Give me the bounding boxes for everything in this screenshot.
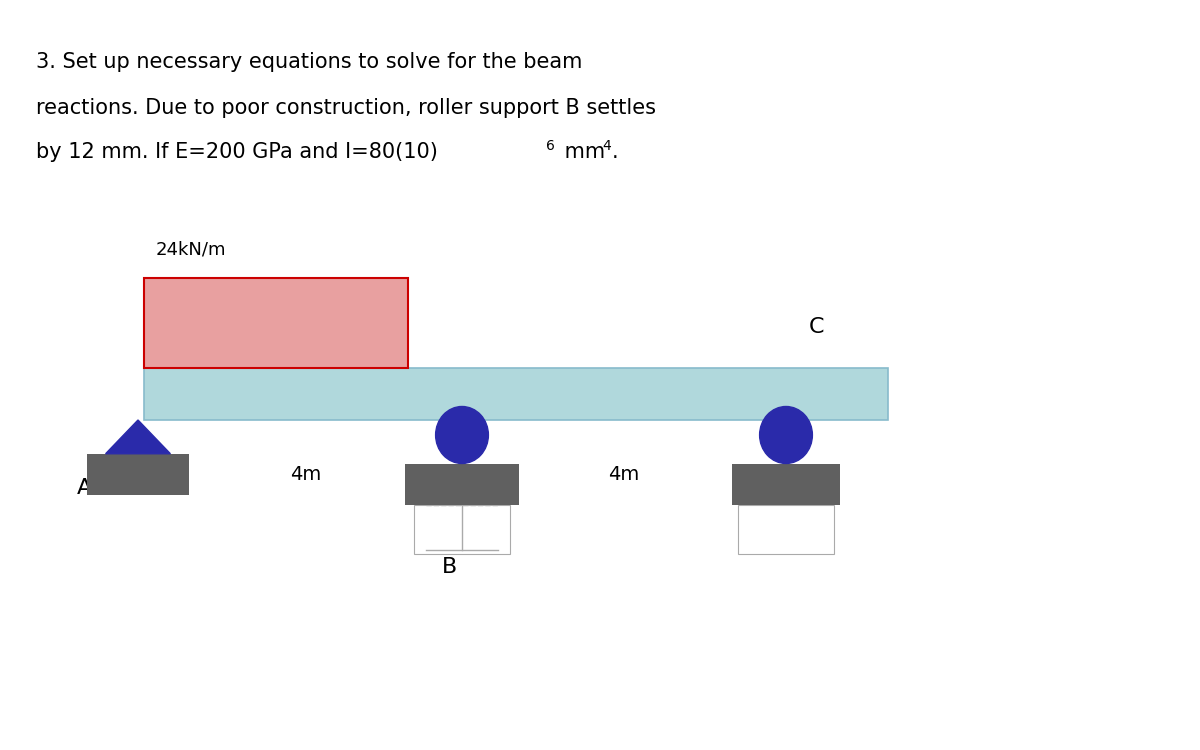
Text: 6: 6 <box>546 139 554 153</box>
FancyBboxPatch shape <box>88 454 190 495</box>
Ellipse shape <box>436 406 488 463</box>
FancyBboxPatch shape <box>144 368 888 420</box>
Text: C: C <box>809 317 823 338</box>
Text: A: A <box>77 478 91 497</box>
FancyBboxPatch shape <box>406 464 520 505</box>
Polygon shape <box>106 420 170 454</box>
Text: mm: mm <box>558 142 605 163</box>
Text: 4m: 4m <box>608 465 640 484</box>
FancyBboxPatch shape <box>144 278 408 368</box>
Text: by 12 mm. If E=200 GPa and I=80(10): by 12 mm. If E=200 GPa and I=80(10) <box>36 142 438 163</box>
Text: .: . <box>612 142 619 163</box>
Text: 4m: 4m <box>290 465 322 484</box>
Text: 3. Set up necessary equations to solve for the beam: 3. Set up necessary equations to solve f… <box>36 53 582 73</box>
Text: reactions. Due to poor construction, roller support B settles: reactions. Due to poor construction, rol… <box>36 98 656 118</box>
Text: 4: 4 <box>602 139 611 153</box>
Ellipse shape <box>760 406 812 463</box>
Text: 24kN/m: 24kN/m <box>156 241 227 259</box>
FancyBboxPatch shape <box>732 464 840 505</box>
Text: B: B <box>443 557 457 578</box>
